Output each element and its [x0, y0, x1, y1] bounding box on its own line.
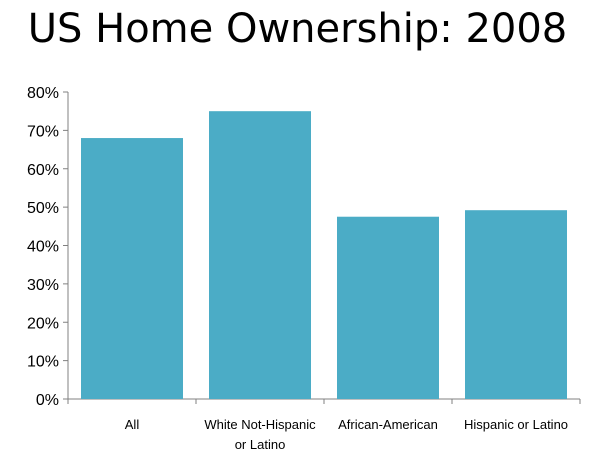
y-tick-label: 10%: [27, 354, 59, 371]
x-category-label-line: African-American: [338, 417, 438, 432]
x-category-label: Hispanic or Latino: [464, 417, 568, 432]
x-category-label-line: All: [125, 417, 140, 432]
y-tick-label: 80%: [27, 85, 59, 102]
bar: [81, 138, 183, 400]
y-tick-label: 50%: [27, 200, 59, 217]
y-tick-label: 40%: [27, 239, 59, 256]
x-category-label-line: Hispanic or Latino: [464, 417, 568, 432]
chart-title: US Home Ownership: 2008: [27, 6, 568, 52]
y-tick-label: 60%: [27, 162, 59, 179]
y-tick-label: 20%: [27, 315, 59, 332]
x-category-label: All: [125, 417, 140, 432]
x-category-label-line: White Not-Hispanic: [204, 417, 316, 432]
x-category-label: African-American: [338, 417, 438, 432]
bar: [209, 111, 311, 399]
x-category-label: White Not-Hispanic or Latino: [204, 417, 316, 452]
y-tick-label: 30%: [27, 277, 59, 294]
y-tick-label: 70%: [27, 123, 59, 140]
bar: [337, 216, 439, 399]
bar: [465, 210, 567, 399]
x-category-label-line: or Latino: [235, 437, 286, 452]
y-tick-label: 0%: [36, 392, 59, 409]
